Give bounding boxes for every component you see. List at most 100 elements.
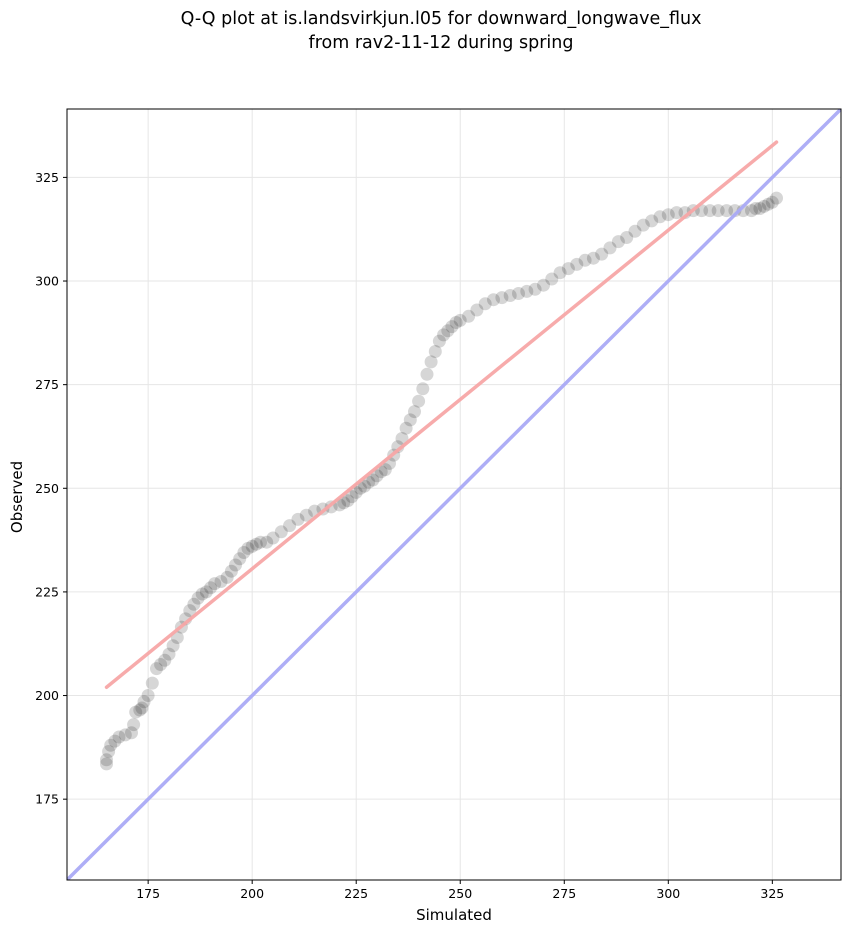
qq-point <box>432 334 446 348</box>
qq-point <box>102 745 116 758</box>
qq-point <box>187 597 201 611</box>
qq-point <box>100 757 113 771</box>
qq-point <box>749 202 763 215</box>
qq-point <box>214 575 228 588</box>
qq-point <box>145 676 159 690</box>
qq-point <box>561 262 575 276</box>
axes-frame <box>66 108 842 881</box>
qq-point <box>761 197 775 211</box>
x-tick-label: 175 <box>136 886 160 901</box>
qq-point <box>753 202 767 215</box>
data-points <box>100 191 783 771</box>
qq-point <box>470 303 484 317</box>
qq-point <box>158 653 172 667</box>
qq-point <box>441 324 455 338</box>
y-tick-label: 250 <box>35 481 59 496</box>
qq-point <box>545 272 559 286</box>
qq-point <box>224 564 238 578</box>
x-tick-label: 250 <box>448 886 472 901</box>
qq-point <box>237 546 251 559</box>
qq-point <box>135 701 149 715</box>
y-tick-label: 300 <box>35 274 59 289</box>
chart-subtitle: from rav2-11-12 during spring <box>309 33 574 53</box>
qq-point <box>391 440 405 454</box>
qq-point <box>611 235 625 249</box>
qq-point <box>703 204 717 218</box>
qq-point <box>299 508 313 522</box>
qq-point <box>478 297 492 311</box>
qq-point <box>370 469 384 483</box>
qq-point <box>220 570 234 584</box>
qq-point <box>229 558 242 572</box>
qq-point <box>129 705 143 719</box>
qq-point <box>125 726 138 740</box>
qq-point <box>266 531 280 545</box>
x-tick-label: 300 <box>656 886 680 901</box>
qq-point <box>586 251 600 265</box>
reference-lines <box>67 109 841 880</box>
qq-point <box>137 695 151 709</box>
qq-point <box>166 639 180 653</box>
grid-lines <box>67 109 841 880</box>
qq-point <box>362 475 376 489</box>
qq-point <box>416 382 430 396</box>
qq-point <box>183 604 197 618</box>
qq-point <box>553 266 567 280</box>
x-tick-label: 200 <box>240 886 264 901</box>
y-tick-label: 200 <box>35 688 59 703</box>
qq-point <box>199 585 213 599</box>
qq-point <box>711 204 725 218</box>
qq-point <box>424 355 438 369</box>
qq-point <box>453 313 467 327</box>
qq-point <box>283 519 297 533</box>
qq-point <box>428 345 442 358</box>
qq-point <box>487 293 500 307</box>
qq-point <box>437 328 451 342</box>
qq-point <box>620 231 634 244</box>
qq-point <box>241 541 255 555</box>
qq-point <box>100 753 113 767</box>
qq-point <box>349 485 363 499</box>
x-axis-ticks: 175 200 225 250 275 300 325 <box>136 880 784 901</box>
x-tick-label: 325 <box>760 886 784 901</box>
qq-point <box>378 463 392 477</box>
qq-point <box>195 587 209 601</box>
qq-point <box>412 394 426 408</box>
qq-point <box>154 658 168 671</box>
qq-point <box>403 413 417 427</box>
qq-point <box>757 199 771 213</box>
qq-point <box>395 432 409 445</box>
qq-point <box>341 494 355 508</box>
qq-point <box>233 552 247 566</box>
qq-point <box>636 218 650 232</box>
qq-point <box>720 204 734 218</box>
qq-point <box>208 577 222 591</box>
qq-point <box>291 512 305 526</box>
qq-point <box>603 241 617 255</box>
qq-point <box>274 525 288 539</box>
qq-point <box>503 289 517 302</box>
qq-point <box>127 718 141 732</box>
chart-title: Q-Q plot at is.landsvirkjun.l05 for down… <box>181 9 702 29</box>
qq-point <box>445 320 459 334</box>
x-tick-label: 275 <box>552 886 576 901</box>
qq-point <box>191 591 205 605</box>
qq-point <box>204 581 218 595</box>
qq-point <box>628 224 642 238</box>
qq-point <box>108 734 122 748</box>
qq-point <box>745 204 758 218</box>
qq-point <box>449 316 463 329</box>
qq-point <box>520 284 534 298</box>
qq-point <box>670 206 684 220</box>
y-axis-ticks: 175 200 225 250 275 300 325 <box>35 170 67 807</box>
x-tick-label: 225 <box>344 886 368 901</box>
qq-point <box>337 496 351 510</box>
qq-point <box>150 662 163 676</box>
qq-point <box>249 537 263 551</box>
identity-line <box>67 109 841 880</box>
qq-point <box>133 703 147 717</box>
y-tick-label: 325 <box>35 170 59 185</box>
qq-point <box>358 479 371 493</box>
qq-point <box>254 535 267 549</box>
